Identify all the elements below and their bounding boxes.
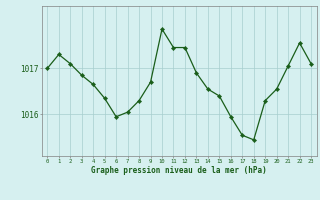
X-axis label: Graphe pression niveau de la mer (hPa): Graphe pression niveau de la mer (hPa) <box>91 166 267 175</box>
